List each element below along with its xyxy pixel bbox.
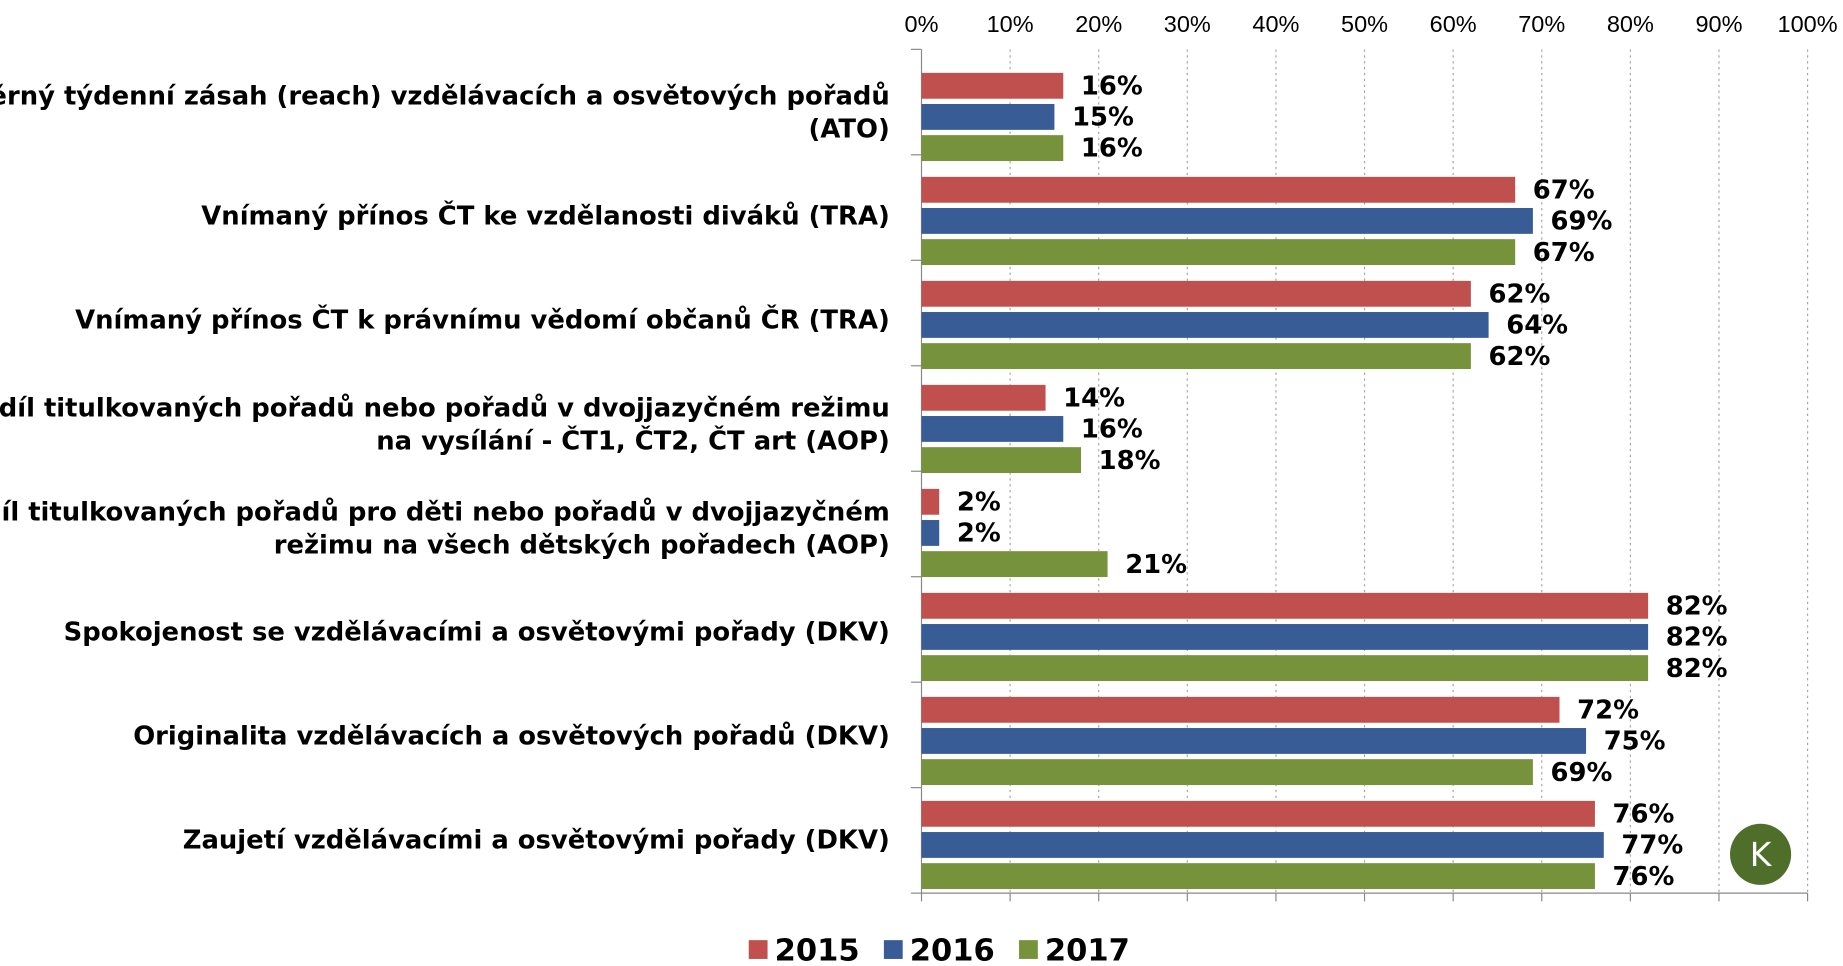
data-label: 67% xyxy=(1533,238,1595,268)
data-label: 21% xyxy=(1125,550,1187,580)
category-label-line: na vysílání - ČT1, ČT2, ČT art (AOP) xyxy=(376,424,890,456)
bar xyxy=(921,239,1516,266)
data-label: 75% xyxy=(1604,727,1666,757)
bar xyxy=(921,488,940,515)
bar xyxy=(921,72,1064,99)
x-tick-label: 20% xyxy=(1075,11,1122,37)
bar xyxy=(921,343,1471,370)
legend-swatch xyxy=(1019,940,1038,959)
category-label-line: Průměrný týdenní zásah (reach) vzdělávac… xyxy=(0,80,890,111)
data-label: 2% xyxy=(957,519,1001,549)
data-label: 72% xyxy=(1577,695,1639,725)
category-label: Podíl titulkovaných pořadů pro děti nebo… xyxy=(0,496,890,560)
category-label: Vnímaný přínos ČT k právnímu vědomí obča… xyxy=(75,304,890,336)
bar xyxy=(921,520,940,546)
category-label-line: (ATO) xyxy=(809,114,890,144)
category-label-line: Podíl titulkovaných pořadů nebo pořadů v… xyxy=(0,392,890,423)
x-tick-label: 90% xyxy=(1695,11,1742,37)
legend-label: 2016 xyxy=(910,933,995,966)
bar xyxy=(921,208,1533,234)
data-label: 16% xyxy=(1081,134,1143,164)
x-tick-label: 0% xyxy=(905,11,939,37)
data-label: 76% xyxy=(1613,799,1675,829)
bar xyxy=(921,800,1595,827)
data-label: 62% xyxy=(1489,342,1551,372)
data-label: 16% xyxy=(1081,71,1143,101)
x-tick-label: 10% xyxy=(987,11,1034,37)
category-label: Vnímaný přínos ČT ke vzdělanosti diváků … xyxy=(201,200,889,232)
x-tick-label: 40% xyxy=(1252,11,1299,37)
data-label: 82% xyxy=(1666,623,1728,653)
data-label: 77% xyxy=(1621,831,1683,861)
bar xyxy=(921,280,1471,307)
data-label: 64% xyxy=(1506,311,1568,341)
x-tick-label: 100% xyxy=(1778,11,1838,37)
bar xyxy=(921,447,1081,474)
data-label: 16% xyxy=(1081,415,1143,445)
bar xyxy=(921,176,1516,203)
category-label: Podíl titulkovaných pořadů nebo pořadů v… xyxy=(0,392,890,456)
bar xyxy=(921,728,1587,754)
category-label-line: režimu na všech dětských pořadech (AOP) xyxy=(274,530,890,560)
data-label: 15% xyxy=(1072,103,1134,133)
category-label: Originalita vzdělávacích a osvětových po… xyxy=(133,721,890,752)
data-label: 62% xyxy=(1489,279,1551,309)
legend-label: 2015 xyxy=(775,933,860,966)
legend-label: 2017 xyxy=(1045,933,1130,966)
bar xyxy=(921,592,1649,619)
bar xyxy=(921,312,1489,338)
x-tick-label: 50% xyxy=(1341,11,1388,37)
x-tick-label: 60% xyxy=(1430,11,1477,37)
bar xyxy=(921,384,1046,411)
bar xyxy=(921,696,1560,723)
logo-circle xyxy=(1730,823,1792,885)
bar xyxy=(921,416,1064,442)
category-label-line: Podíl titulkovaných pořadů pro děti nebo… xyxy=(0,496,890,527)
data-label: 14% xyxy=(1063,383,1125,413)
bar xyxy=(921,135,1064,161)
bar xyxy=(921,551,1108,578)
category-label: Spokojenost se vzdělávacími a osvětovými… xyxy=(64,618,890,648)
legend-swatch xyxy=(883,940,903,959)
bar xyxy=(921,655,1649,682)
category-label: Zaujetí vzdělávacími a osvětovými pořady… xyxy=(183,826,890,856)
data-label: 82% xyxy=(1666,654,1728,684)
logo: K xyxy=(1750,835,1773,874)
x-tick-label: 70% xyxy=(1518,11,1565,37)
bar xyxy=(921,863,1595,890)
bar xyxy=(921,624,1649,650)
data-label: 67% xyxy=(1533,175,1595,205)
data-label: 82% xyxy=(1666,591,1728,621)
data-label: 2% xyxy=(957,487,1001,517)
bar xyxy=(921,104,1055,130)
bar xyxy=(921,832,1604,858)
data-label: 18% xyxy=(1099,446,1161,476)
x-tick-label: 30% xyxy=(1164,11,1211,37)
data-label: 69% xyxy=(1551,758,1613,788)
data-label: 76% xyxy=(1613,862,1675,892)
bar xyxy=(921,759,1533,786)
category-label: Průměrný týdenní zásah (reach) vzdělávac… xyxy=(0,80,890,144)
x-tick-label: 80% xyxy=(1607,11,1654,37)
legend-swatch xyxy=(748,940,768,959)
data-label: 69% xyxy=(1551,207,1613,237)
